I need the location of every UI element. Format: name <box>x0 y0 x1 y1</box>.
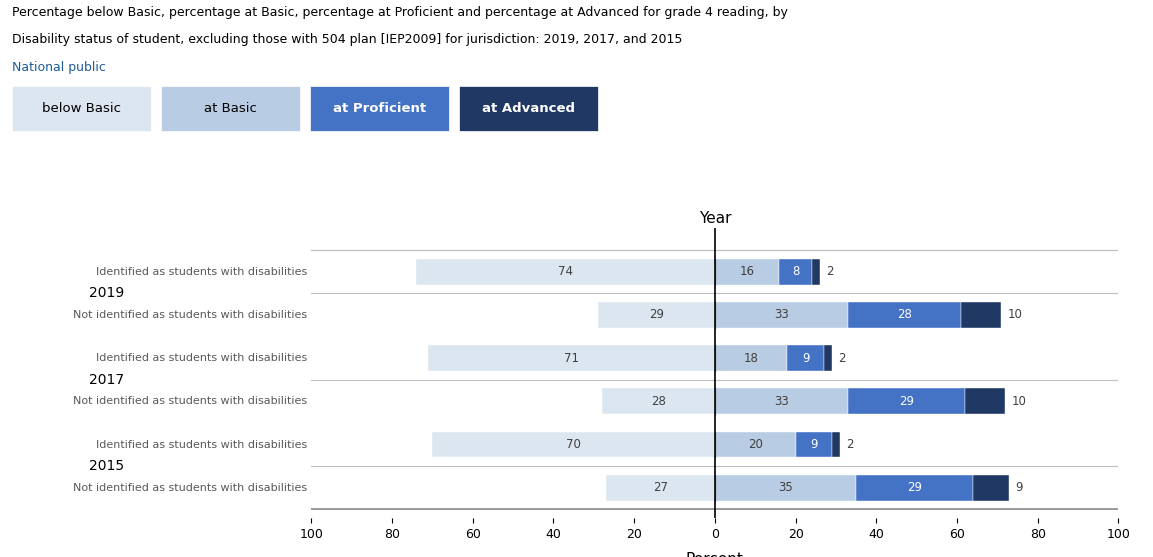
Bar <box>787 345 823 371</box>
Bar <box>812 258 820 285</box>
Text: 2: 2 <box>838 351 845 365</box>
Text: Not identified as students with disabilities: Not identified as students with disabili… <box>73 310 307 320</box>
Bar <box>823 345 832 371</box>
Text: 28: 28 <box>651 395 665 408</box>
Bar <box>857 475 973 501</box>
Text: 8: 8 <box>792 265 799 278</box>
Text: 2: 2 <box>846 438 853 451</box>
Text: 2019: 2019 <box>89 286 125 300</box>
Bar <box>965 388 1005 414</box>
Text: 10: 10 <box>1011 395 1026 408</box>
Text: National public: National public <box>12 61 105 74</box>
Bar <box>715 345 787 371</box>
Bar <box>309 86 449 131</box>
Bar <box>459 86 598 131</box>
Bar <box>779 258 812 285</box>
Text: 35: 35 <box>778 481 793 494</box>
Bar <box>416 258 715 285</box>
Bar <box>962 302 1002 328</box>
Text: Identified as students with disabilities: Identified as students with disabilities <box>96 439 307 449</box>
Text: 20: 20 <box>748 438 762 451</box>
Bar <box>606 475 715 501</box>
Bar <box>429 345 715 371</box>
Bar <box>432 432 715 457</box>
Bar <box>715 302 849 328</box>
Text: 2017: 2017 <box>89 373 125 387</box>
Bar <box>715 388 849 414</box>
Text: Not identified as students with disabilities: Not identified as students with disabili… <box>73 396 307 406</box>
Text: 27: 27 <box>653 481 668 494</box>
Bar <box>715 258 779 285</box>
Text: 71: 71 <box>564 351 579 365</box>
Text: 33: 33 <box>774 395 789 408</box>
Text: Year: Year <box>699 211 731 226</box>
Text: 9: 9 <box>809 438 817 451</box>
Text: 29: 29 <box>907 481 922 494</box>
Text: 74: 74 <box>558 265 573 278</box>
Text: 29: 29 <box>899 395 914 408</box>
Text: at Proficient: at Proficient <box>333 102 425 115</box>
Text: 16: 16 <box>739 265 755 278</box>
Text: at Advanced: at Advanced <box>482 102 575 115</box>
Text: Identified as students with disabilities: Identified as students with disabilities <box>96 353 307 363</box>
Bar <box>715 475 857 501</box>
Bar <box>12 86 151 131</box>
Text: 33: 33 <box>774 309 789 321</box>
X-axis label: Percent: Percent <box>686 552 744 557</box>
Text: Percentage below Basic, percentage at Basic, percentage at Proficient and percen: Percentage below Basic, percentage at Ba… <box>12 6 787 18</box>
Bar <box>160 86 300 131</box>
Bar <box>598 302 715 328</box>
Text: Disability status of student, excluding those with 504 plan [IEP2009] for jurisd: Disability status of student, excluding … <box>12 33 681 46</box>
Bar <box>849 302 962 328</box>
Text: 2015: 2015 <box>89 459 125 473</box>
Text: 10: 10 <box>1008 309 1023 321</box>
Text: at Basic: at Basic <box>204 102 257 115</box>
Bar <box>796 432 832 457</box>
Text: 18: 18 <box>744 351 759 365</box>
Text: below Basic: below Basic <box>42 102 121 115</box>
Bar <box>849 388 965 414</box>
Bar <box>832 432 841 457</box>
Bar <box>715 432 796 457</box>
Text: 28: 28 <box>897 309 912 321</box>
Text: Identified as students with disabilities: Identified as students with disabilities <box>96 267 307 277</box>
Text: 2: 2 <box>826 265 834 278</box>
Text: 29: 29 <box>649 309 664 321</box>
Text: 70: 70 <box>566 438 581 451</box>
Bar <box>602 388 715 414</box>
Bar <box>973 475 1010 501</box>
Text: 9: 9 <box>1016 481 1023 494</box>
Text: 9: 9 <box>801 351 809 365</box>
Text: Not identified as students with disabilities: Not identified as students with disabili… <box>73 483 307 493</box>
